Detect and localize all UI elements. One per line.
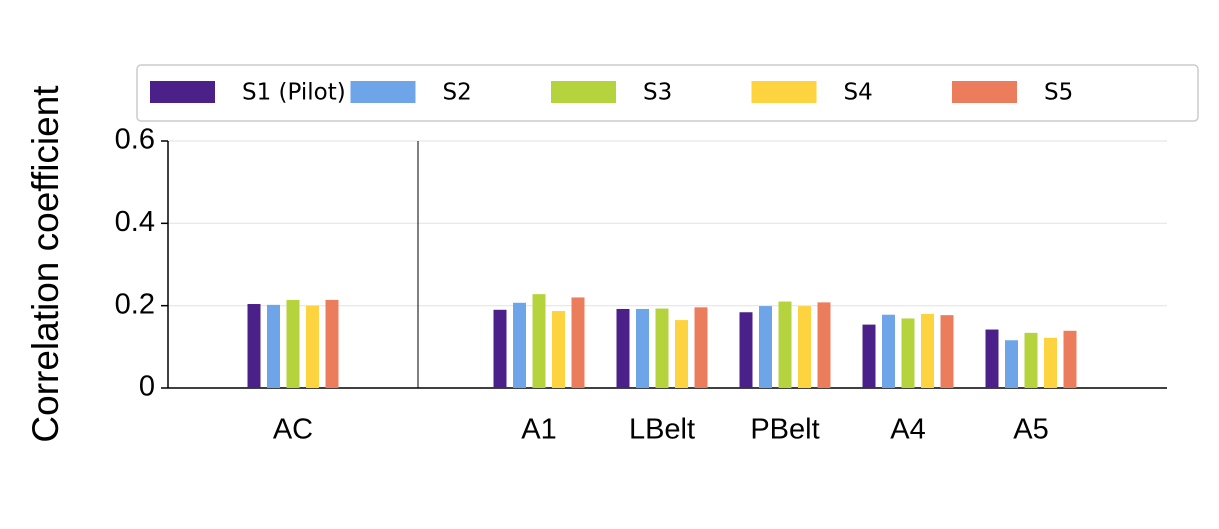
bar (636, 308, 649, 388)
bar (798, 306, 811, 388)
bar (940, 315, 954, 388)
x-tick-label: A4 (890, 414, 925, 446)
x-tick-label: A1 (521, 414, 556, 446)
bar (675, 320, 688, 388)
bar (493, 309, 507, 388)
x-tick-label: AC (273, 414, 313, 446)
legend-label: S5 (1044, 80, 1073, 106)
bar (778, 301, 792, 388)
bar (306, 305, 319, 388)
bar (739, 312, 753, 388)
bar (759, 306, 772, 388)
legend-swatch (751, 81, 817, 103)
bar (247, 304, 261, 388)
legend-box (136, 64, 1199, 122)
bar (921, 313, 934, 388)
x-tick-label: LBelt (629, 414, 695, 446)
legend-label: S3 (643, 80, 672, 106)
bar (532, 294, 546, 388)
legend-swatch (150, 81, 215, 103)
legend-label: S4 (844, 80, 873, 106)
legend-swatch (952, 81, 1017, 103)
bar (1005, 340, 1018, 388)
bar (901, 318, 915, 388)
bar (571, 297, 585, 388)
y-tick-label: 0.6 (115, 124, 155, 156)
bar (882, 314, 895, 388)
bar (985, 329, 999, 388)
bar (1024, 332, 1038, 388)
bar (817, 302, 831, 388)
bar (286, 299, 300, 388)
legend-swatch (551, 81, 616, 103)
legend-label: S1 (Pilot) (242, 80, 346, 106)
y-tick-label: 0.2 (115, 288, 155, 320)
y-axis-label: Correlation coefficient (25, 85, 66, 443)
bar (655, 308, 669, 388)
legend-label: S2 (443, 80, 472, 106)
bar (616, 308, 630, 388)
bar (1063, 330, 1077, 388)
y-tick-label: 0.4 (115, 206, 155, 238)
y-tick-label: 0 (139, 371, 155, 403)
bar (1044, 337, 1057, 388)
bar (694, 307, 708, 388)
bar (267, 304, 280, 388)
x-tick-label: A5 (1013, 414, 1048, 446)
bar (325, 299, 339, 388)
x-tick-label: PBelt (750, 414, 819, 446)
bar (862, 324, 876, 388)
bar (552, 311, 565, 388)
legend-swatch (350, 81, 416, 103)
bar (513, 302, 526, 388)
